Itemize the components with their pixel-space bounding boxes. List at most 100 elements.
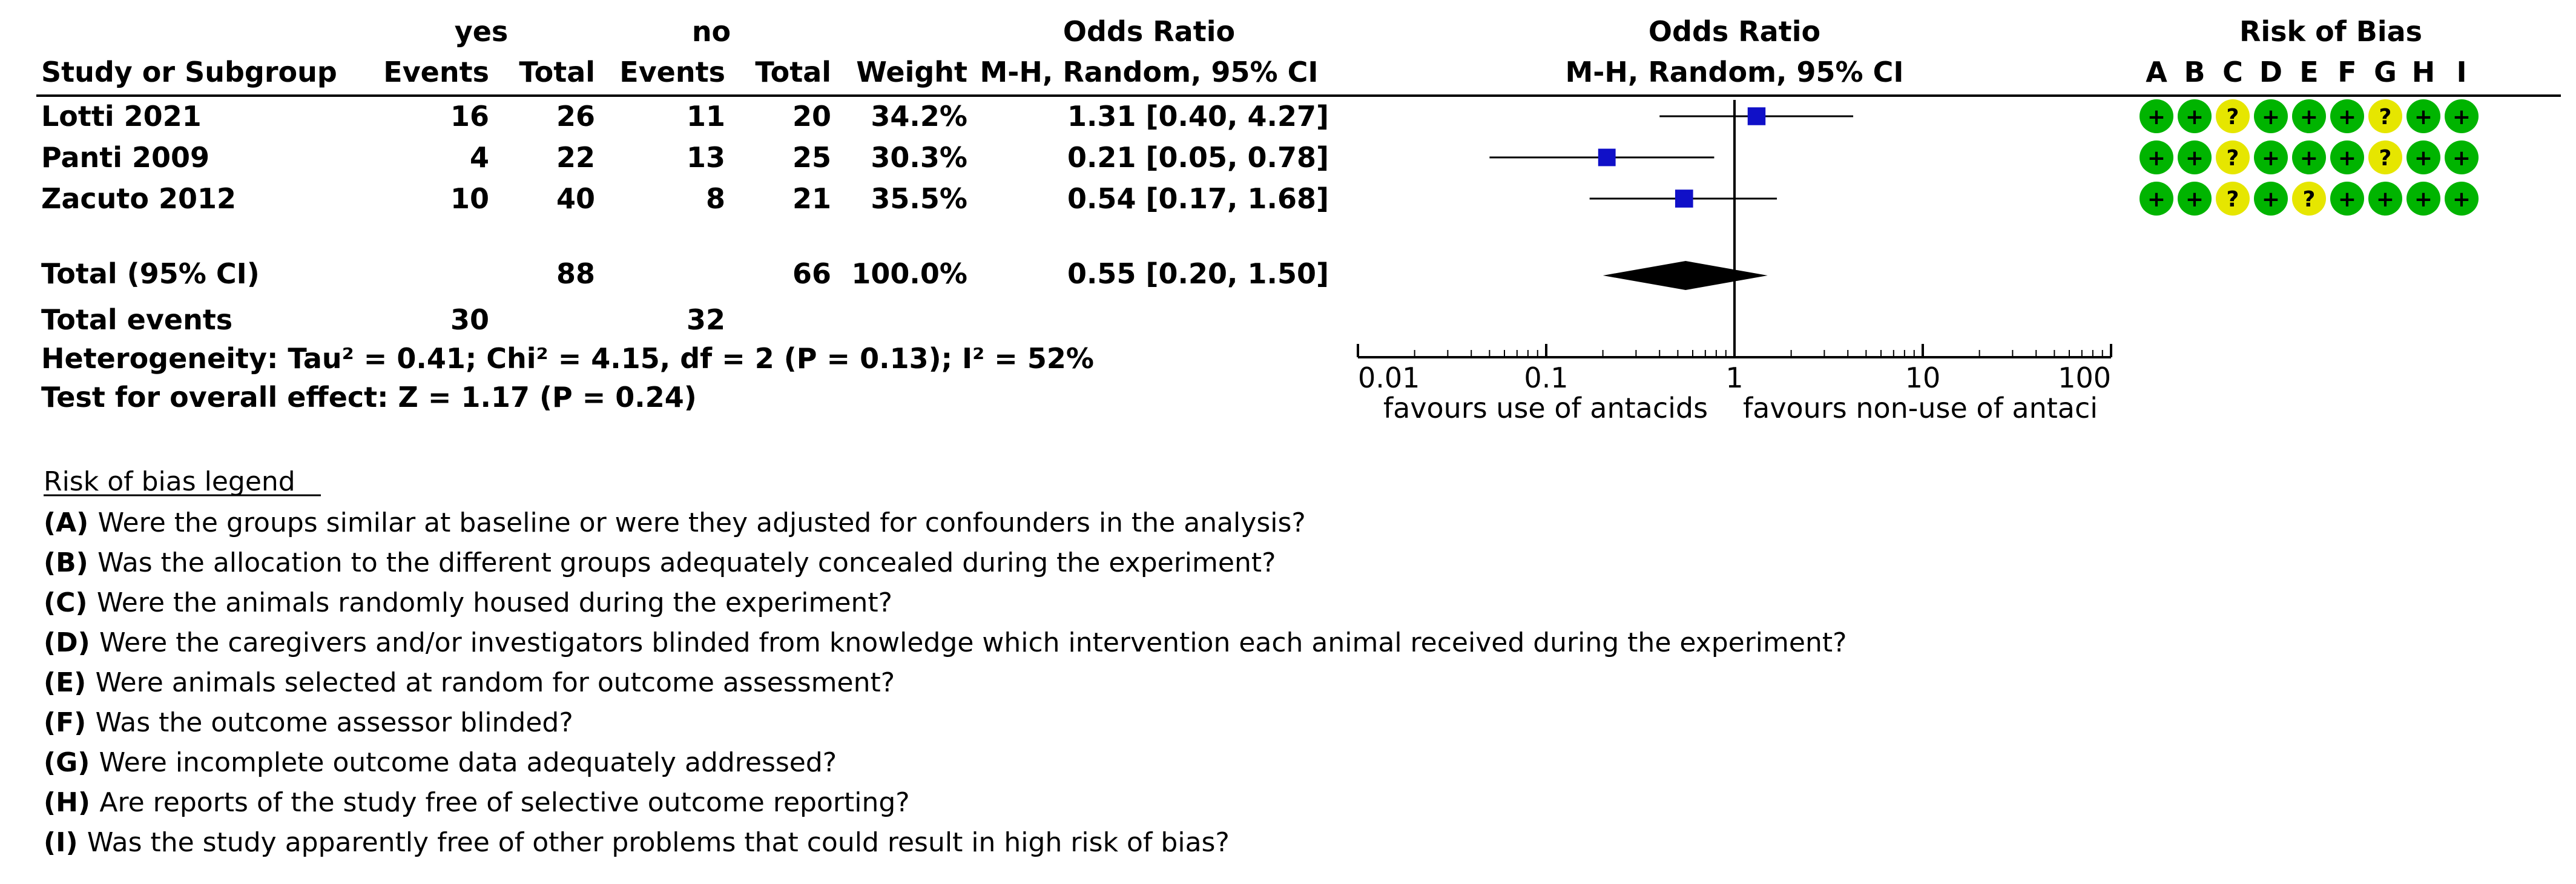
rob-symbol: + [2338,146,2356,171]
study-total1: 40 [556,182,595,215]
rob-symbol: + [2338,105,2356,130]
low-risk-circle [2406,140,2440,174]
legend-item-text: Were the groups similar at baseline or w… [98,507,1306,538]
low-risk-circle [2292,99,2326,133]
total-total2: 66 [792,257,831,290]
unclear-risk-circle [2216,182,2250,216]
legend-items: (A) Were the groups similar at baseline … [44,507,1846,858]
rob-letter-e: E [2299,56,2318,88]
total-events1: 30 [450,303,489,336]
low-risk-circle [2254,140,2288,174]
legend-item: (A) Were the groups similar at baseline … [44,507,1306,538]
study-events2: 13 [687,141,725,174]
unclear-risk-circle [2216,140,2250,174]
low-risk-circle [2178,140,2212,174]
study-events2: 8 [706,182,725,215]
study-total2: 20 [792,100,831,133]
weight-header: Weight [856,56,967,88]
study-ci-text: 1.31 [0.40, 4.27] [1067,100,1329,133]
study-name: Lotti 2021 [41,100,202,133]
study-row: Lotti 2021 16 26 11 20 34.2% 1.31 [0.40,… [41,100,1329,133]
events1-header: Events [383,56,489,88]
heterogeneity-text: Heterogeneity: Tau² = 0.41; Chi² = 4.15,… [41,342,1094,375]
study-weight: 35.5% [871,182,967,215]
study-total2: 25 [792,141,831,174]
legend-item: (H) Are reports of the study free of sel… [44,787,910,818]
study-total2: 21 [792,182,831,215]
rob-symbol: ? [2227,105,2239,130]
legend-item-key: (G) [44,747,99,778]
rob-letter-d: D [2259,56,2282,88]
low-risk-circle [2406,182,2440,216]
total-total1: 88 [556,257,595,290]
study-ci-text: 0.54 [0.17, 1.68] [1067,182,1329,215]
low-risk-circle [2140,99,2173,133]
legend-item: (B) Was the allocation to the different … [44,547,1276,578]
forest-axis: 0.01 0.1 1 10 100 [1357,344,2112,394]
study-events1: 4 [470,141,489,174]
total-events-row: Total events 30 32 [41,303,725,336]
legend-title: Risk of bias legend [44,466,295,497]
forest-marks [1489,100,1854,357]
total1-header: Total [519,56,595,88]
or-method-header: M-H, Random, 95% CI [980,56,1318,88]
legend-item-key: (H) [44,787,99,818]
low-risk-circle [2368,182,2402,216]
rob-symbol: + [2338,187,2356,212]
legend-item: (I) Was the study apparently free of oth… [44,827,1230,858]
legend-item-text: Was the study apparently free of other p… [87,827,1230,858]
legend-item-key: (A) [44,507,98,538]
study-name: Zacuto 2012 [41,182,236,215]
unclear-risk-circle [2292,182,2326,216]
rob-symbol: + [2414,146,2433,171]
low-risk-circle [2406,99,2440,133]
events2-header: Events [619,56,725,88]
favours-left-label: favours use of antacids [1383,392,1708,424]
rob-symbol: + [2262,146,2280,171]
legend-item: (C) Were the animals randomly housed dur… [44,587,892,618]
rob-symbol: + [2186,187,2204,212]
rob-letter-row: A B C D E F G H I [2146,56,2466,88]
rob-symbol: + [2300,105,2318,130]
x-tick-label: 0.1 [1524,361,1568,394]
legend-item-text: Are reports of the study free of selecti… [99,787,909,818]
unclear-risk-circle [2368,140,2402,174]
total-events2: 32 [687,303,725,336]
rob-symbol: ? [2303,187,2316,212]
low-risk-circle [2330,182,2364,216]
plot-method-header: M-H, Random, 95% CI [1565,56,1903,88]
low-risk-circle [2445,182,2479,216]
rob-symbol: ? [2379,105,2392,130]
study-ci-text: 0.21 [0.05, 0.78] [1067,141,1329,174]
study-header: Study or Subgroup [41,56,337,88]
legend-item-text: Were animals selected at random for outc… [96,667,895,698]
study-name: Panti 2009 [41,141,209,174]
study-events1: 10 [450,182,489,215]
study-events1: 16 [450,100,489,133]
rob-grid: + +? + + +? + + + +? + + +? + + + +? +? + + + + [2140,99,2479,216]
rob-symbol: + [2186,146,2204,171]
low-risk-circle [2178,182,2212,216]
legend-item: (D) Were the caregivers and/or investiga… [44,627,1846,658]
rob-symbol: + [2376,187,2394,212]
rob-symbol: ? [2227,146,2239,171]
rob-symbol: + [2147,187,2166,212]
total-weight: 100.0% [851,257,967,290]
favours-right-label: favours non-use of antaci [1743,392,2098,424]
total2-header: Total [755,56,831,88]
legend-item-key: (I) [44,827,87,858]
group1-header: yes [455,15,509,48]
rob-title-header: Risk of Bias [2239,15,2422,48]
legend-item-text: Were the caregivers and/or investigators… [99,627,1846,658]
low-risk-circle [2330,99,2364,133]
point-estimate-square [1747,107,1766,125]
low-risk-circle [2330,140,2364,174]
low-risk-circle [2254,99,2288,133]
rob-symbol: + [2452,105,2471,130]
low-risk-circle [2445,140,2479,174]
group2-header: no [692,15,731,48]
rob-symbol: + [2147,146,2166,171]
rob-letter-a: A [2146,56,2167,88]
legend-item-key: (F) [44,707,96,738]
study-row: Zacuto 2012 10 40 8 21 35.5% 0.54 [0.17,… [41,182,1329,215]
